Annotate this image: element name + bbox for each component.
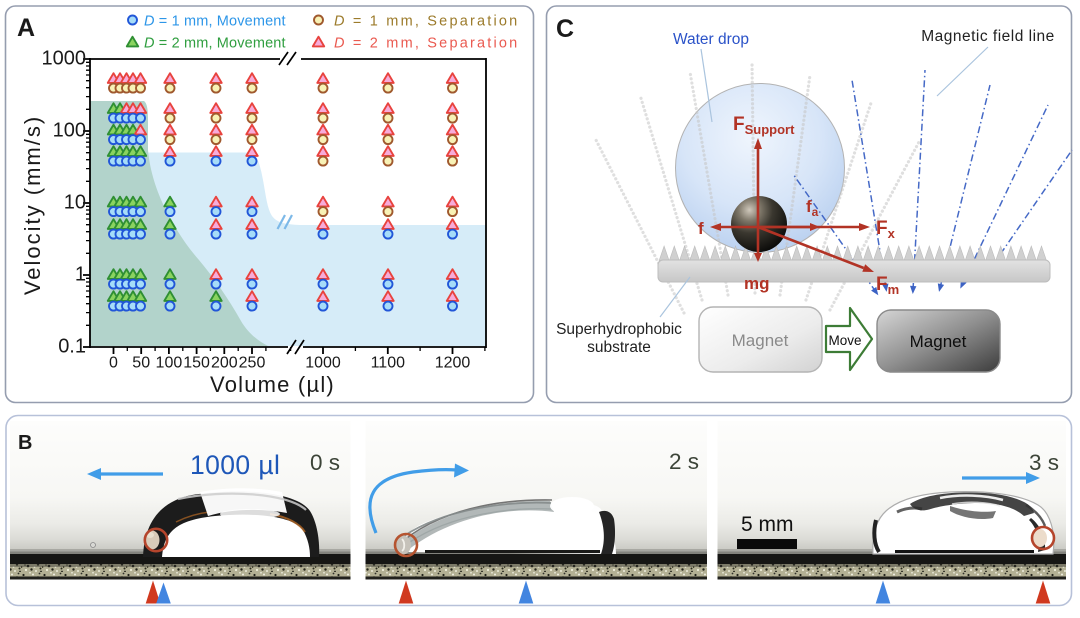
svg-text:3 s: 3 s <box>1029 450 1059 475</box>
svg-text:D = 1 mm, Separation: D = 1 mm, Separation <box>334 14 519 30</box>
svg-text:mg: mg <box>744 274 770 293</box>
svg-text:1000: 1000 <box>305 355 341 372</box>
svg-text:Move: Move <box>828 333 861 348</box>
svg-text:Velocity (mm/s): Velocity (mm/s) <box>20 115 45 295</box>
svg-text:Magnetic field line: Magnetic field line <box>921 28 1055 45</box>
svg-text:D = 2 mm, Movement: D = 2 mm, Movement <box>144 36 286 52</box>
svg-text:0.1: 0.1 <box>58 336 86 358</box>
svg-text:Superhydrophobic: Superhydrophobic <box>556 321 682 338</box>
svg-text:C: C <box>556 15 574 43</box>
svg-text:150: 150 <box>183 355 210 372</box>
svg-text:Magnet: Magnet <box>910 332 967 351</box>
svg-text:B: B <box>18 432 32 454</box>
svg-text:A: A <box>17 14 35 42</box>
svg-text:0: 0 <box>109 355 118 372</box>
svg-text:1000: 1000 <box>42 48 87 70</box>
svg-text:2 s: 2 s <box>669 449 699 474</box>
svg-text:D = 1 mm, Movement: D = 1 mm, Movement <box>144 14 286 30</box>
svg-text:100: 100 <box>156 355 183 372</box>
svg-text:D = 2 mm, Separation: D = 2 mm, Separation <box>334 36 519 52</box>
svg-text:100: 100 <box>53 120 86 142</box>
svg-text:substrate: substrate <box>587 339 651 356</box>
svg-text:Volume (µl): Volume (µl) <box>210 372 335 397</box>
svg-text:1100: 1100 <box>371 355 406 372</box>
svg-text:0 s: 0 s <box>310 450 340 475</box>
svg-text:1000 µl: 1000 µl <box>190 450 280 480</box>
svg-text:Magnet: Magnet <box>732 331 789 350</box>
svg-text:Water drop: Water drop <box>673 31 749 48</box>
svg-text:5 mm: 5 mm <box>741 513 794 536</box>
svg-text:10: 10 <box>64 192 86 214</box>
svg-text:200: 200 <box>211 355 238 372</box>
svg-text:50: 50 <box>132 355 150 372</box>
svg-text:250: 250 <box>239 355 266 372</box>
svg-text:1200: 1200 <box>435 355 471 372</box>
svg-text:1: 1 <box>75 264 86 286</box>
svg-text:f: f <box>698 219 704 238</box>
